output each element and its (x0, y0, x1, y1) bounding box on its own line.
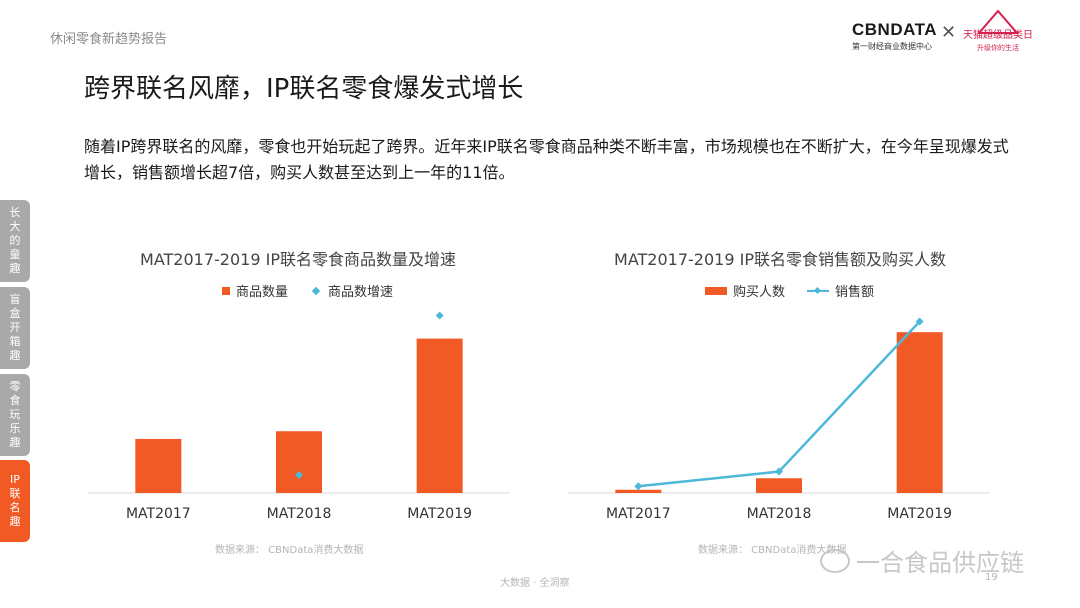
sales-point-mat2017 (634, 482, 643, 491)
chart2-legend: 购买人数 销售额 (705, 281, 874, 300)
side-tab-childhood[interactable]: 长大的童趣 (0, 200, 30, 282)
cbndata-logo-subtitle: 第一财经商业数据中心 (852, 42, 932, 51)
side-tab-snack-play[interactable]: 零食玩乐趣 (0, 374, 30, 456)
report-name: 休闲零食新趋势报告 (50, 32, 168, 47)
side-tab-label: 零食玩乐趣 (9, 380, 21, 449)
side-tab-label: IP联名趣 (9, 473, 21, 528)
chart2-source: 数据来源： CBNData消费大数据 (698, 545, 847, 556)
x-tick-label: MAT2019 (887, 506, 952, 522)
tmall-logo: 天猫超级品类日 升级你的生活 (962, 10, 1034, 53)
side-tab-ip-collab[interactable]: IP联名趣 (0, 460, 30, 542)
tmall-logo-text: 天猫超级品类日 (963, 30, 1033, 41)
bar-mat2017 (135, 438, 182, 493)
bar-mat2019 (416, 338, 463, 493)
legend-label: 商品数量 (236, 285, 289, 300)
chart2-title: MAT2017-2019 IP联名零食销售额及购买人数 (614, 250, 946, 269)
side-tab-label: 盲盒开箱趣 (9, 293, 21, 362)
chart1-legend: 商品数量 商品数增速 (222, 281, 393, 300)
logo-separator-icon: ✕ (941, 22, 957, 43)
intro-paragraph: 随着IP跨界联名的风靡，零食也开始玩起了跨界。近年来IP联名零食商品种类不断丰富… (84, 137, 1009, 182)
sales-line (638, 320, 921, 488)
growth-marker-mat2018 (295, 470, 303, 479)
side-tab-label: 长大的童趣 (9, 206, 21, 275)
sales-point-mat2018 (775, 467, 783, 476)
sales-point-mat2019 (915, 317, 924, 326)
chart1-source: 数据来源： CBNData消费大数据 (215, 545, 364, 556)
bar-mat2019 (896, 332, 943, 493)
wechat-icon (820, 548, 850, 573)
legend-label: 销售额 (835, 285, 875, 300)
legend-bar-swatch (222, 286, 230, 295)
page-number: 19 (985, 572, 998, 583)
cbndata-logo: CBNDATA 第一财经商业数据中心 (852, 20, 938, 52)
legend-line-swatch (807, 289, 830, 292)
tmall-triangle-icon (976, 10, 1020, 34)
tmall-logo-subtitle: 升级你的生活 (977, 44, 1019, 52)
watermark: 一合食品供应链 (820, 543, 1024, 578)
legend-label: 商品数增速 (328, 285, 394, 300)
cbndata-logo-text: CBNDATA (852, 20, 938, 39)
side-tab-blind-box[interactable]: 盲盒开箱趣 (0, 287, 30, 369)
legend-label: 购买人数 (733, 285, 786, 300)
x-tick-label: MAT2017 (606, 506, 671, 522)
x-tick-label: MAT2019 (407, 506, 472, 522)
bar-mat2017 (615, 489, 662, 493)
page-title: 跨界联名风靡，IP联名零食爆发式增长 (84, 74, 524, 104)
footer-slogan: 大数据 · 全洞察 (500, 578, 570, 589)
watermark-text: 一合食品供应链 (856, 549, 1024, 577)
x-tick-label: MAT2017 (126, 506, 191, 522)
growth-marker-mat2019 (435, 311, 444, 320)
chart1-title: MAT2017-2019 IP联名零食商品数量及增速 (140, 250, 456, 269)
legend-bar-swatch (705, 286, 727, 295)
x-tick-label: MAT2018 (267, 506, 332, 522)
bar-mat2018 (756, 478, 802, 493)
bar-mat2018 (276, 431, 322, 493)
x-tick-label: MAT2018 (747, 506, 812, 522)
